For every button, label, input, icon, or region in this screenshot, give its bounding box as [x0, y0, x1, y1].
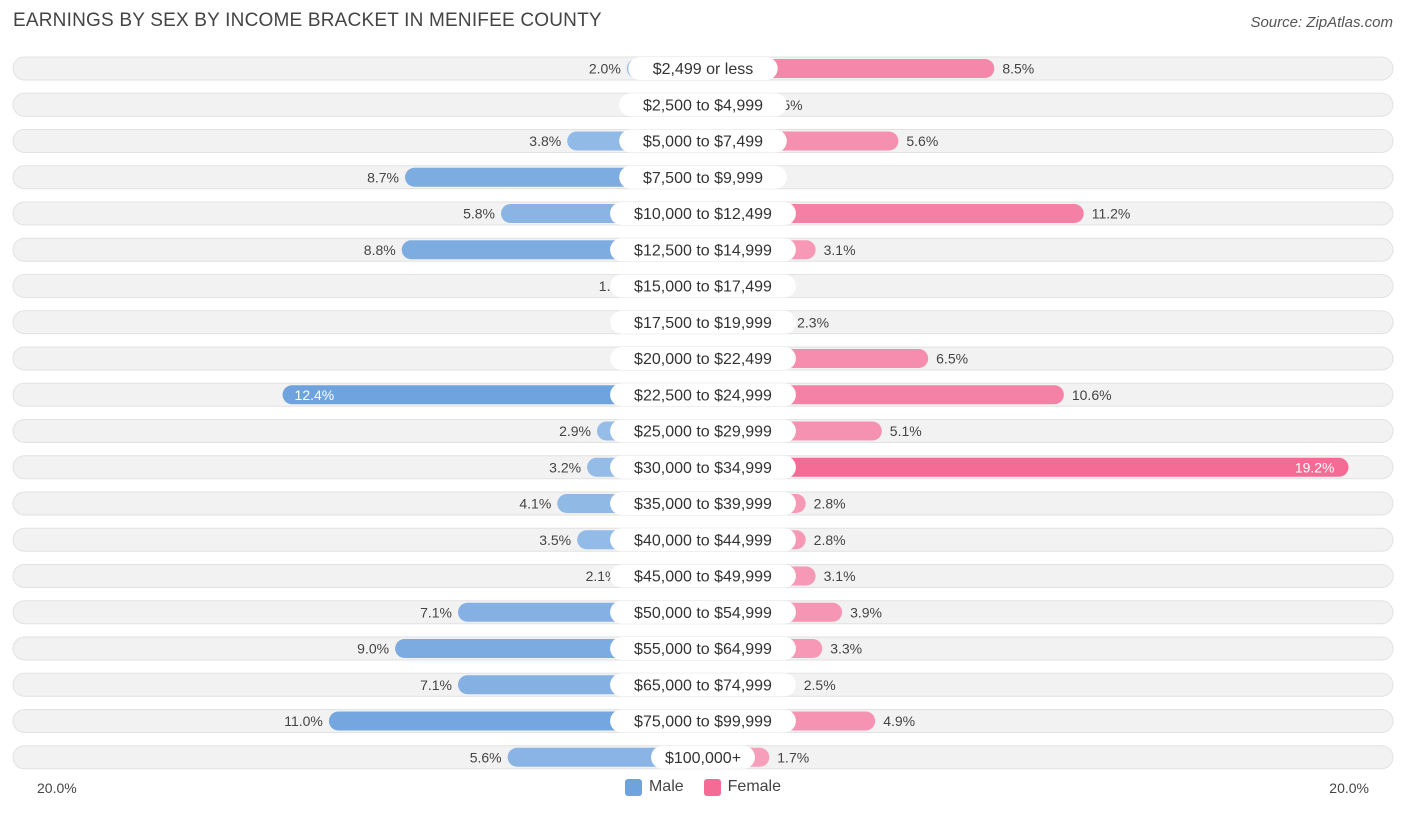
female-value-label: 2.8%	[814, 496, 846, 512]
category-label: $5,000 to $7,499	[643, 134, 763, 151]
chart-title: EARNINGS BY SEX BY INCOME BRACKET IN MEN…	[13, 10, 602, 31]
male-bar	[282, 385, 703, 405]
source-label: Source: ZipAtlas.com	[1250, 14, 1393, 31]
category-pill	[610, 238, 796, 262]
male-value-label: 2.1%	[586, 568, 618, 584]
female-value-label: 10.6%	[1072, 387, 1112, 403]
category-label: $7,500 to $9,999	[643, 170, 763, 187]
male-value-label: 5.8%	[463, 206, 495, 222]
category-label: $2,500 to $4,999	[643, 97, 763, 114]
female-value-label: 3.1%	[824, 568, 856, 584]
male-value-label: 7.1%	[420, 677, 452, 693]
male-value-label: 3.2%	[549, 459, 581, 475]
axis-left-label: 20.0%	[37, 780, 77, 796]
category-label: $65,000 to $74,999	[634, 677, 772, 694]
male-value-label: 3.8%	[529, 133, 561, 149]
female-value-label: 5.1%	[890, 423, 922, 439]
female-value-label: 19.2%	[1295, 459, 1335, 475]
category-label: $50,000 to $54,999	[634, 605, 772, 622]
male-value-label: 8.8%	[364, 242, 396, 258]
category-label: $30,000 to $34,999	[634, 460, 772, 477]
male-value-label: 4.1%	[519, 496, 551, 512]
female-value-label: 3.3%	[830, 641, 862, 657]
chart-area: 2.0%8.5%$2,499 or less0.49%1.5%$2,500 to…	[12, 56, 1394, 770]
legend-item-male[interactable]: Male	[624, 778, 684, 796]
legend-label-male: Male	[648, 778, 684, 795]
category-label: $45,000 to $49,999	[634, 569, 772, 586]
category-label: $25,000 to $29,999	[634, 424, 772, 441]
legend-item-female[interactable]: Female	[703, 778, 782, 796]
category-label: $22,500 to $24,999	[634, 387, 772, 404]
category-label: $100,000+	[665, 750, 741, 767]
female-value-label: 5.6%	[906, 133, 938, 149]
male-bar	[328, 711, 703, 731]
legend-swatch-female	[703, 778, 721, 796]
female-value-label: 1.7%	[777, 749, 809, 765]
male-value-label: 12.4%	[295, 387, 335, 403]
female-value-label: 4.9%	[883, 713, 915, 729]
female-value-label: 6.5%	[936, 351, 968, 367]
category-label: $15,000 to $17,499	[634, 279, 772, 296]
female-value-label: 3.9%	[850, 604, 882, 620]
category-pill	[610, 455, 796, 479]
category-label: $2,499 or less	[653, 61, 754, 78]
category-pill	[619, 93, 787, 117]
male-value-label: 5.6%	[470, 749, 502, 765]
male-value-label: 8.7%	[367, 169, 399, 185]
category-pill	[628, 57, 778, 80]
category-label: $75,000 to $99,999	[634, 714, 772, 731]
category-pill	[610, 673, 796, 697]
category-label: $35,000 to $39,999	[634, 496, 772, 513]
axis-right-label: 20.0%	[1329, 780, 1369, 796]
category-pill	[610, 202, 796, 225]
male-value-label: 3.5%	[539, 532, 571, 548]
female-value-label: 11.2%	[1092, 206, 1131, 222]
legend: Male Female	[0, 778, 1406, 796]
female-value-label: 8.5%	[1002, 61, 1034, 77]
category-pill	[610, 383, 796, 407]
category-pill	[610, 637, 796, 660]
category-label: $20,000 to $22,499	[634, 351, 772, 368]
category-pill	[610, 274, 796, 298]
male-value-label: 11.0%	[284, 713, 323, 729]
category-pill	[610, 600, 796, 624]
female-bar	[703, 204, 1084, 223]
category-pill	[610, 310, 796, 334]
male-value-label: 2.0%	[589, 61, 621, 77]
category-pill	[610, 419, 796, 443]
male-value-label: 7.1%	[420, 604, 452, 620]
category-label: $10,000 to $12,499	[634, 206, 772, 223]
category-pill	[610, 528, 796, 552]
legend-swatch-male	[624, 778, 642, 796]
category-label: $12,500 to $14,999	[634, 242, 772, 259]
male-value-label: 9.0%	[357, 641, 389, 657]
legend-label-female: Female	[727, 778, 782, 795]
category-label: $17,500 to $19,999	[634, 315, 772, 332]
female-value-label: 2.5%	[804, 677, 836, 693]
female-bar	[703, 457, 1349, 477]
category-pill	[610, 709, 796, 733]
female-value-label: 2.3%	[797, 314, 829, 330]
male-value-label: 2.9%	[559, 423, 591, 439]
category-label: $40,000 to $44,999	[634, 532, 772, 549]
category-pill	[610, 492, 796, 515]
category-pill	[610, 347, 796, 370]
female-value-label: 2.8%	[814, 532, 846, 548]
category-label: $55,000 to $64,999	[634, 641, 772, 658]
category-pill	[619, 165, 787, 189]
category-pill	[651, 745, 755, 769]
category-pill	[619, 129, 787, 153]
category-pill	[610, 564, 796, 588]
female-value-label: 3.1%	[824, 242, 856, 258]
